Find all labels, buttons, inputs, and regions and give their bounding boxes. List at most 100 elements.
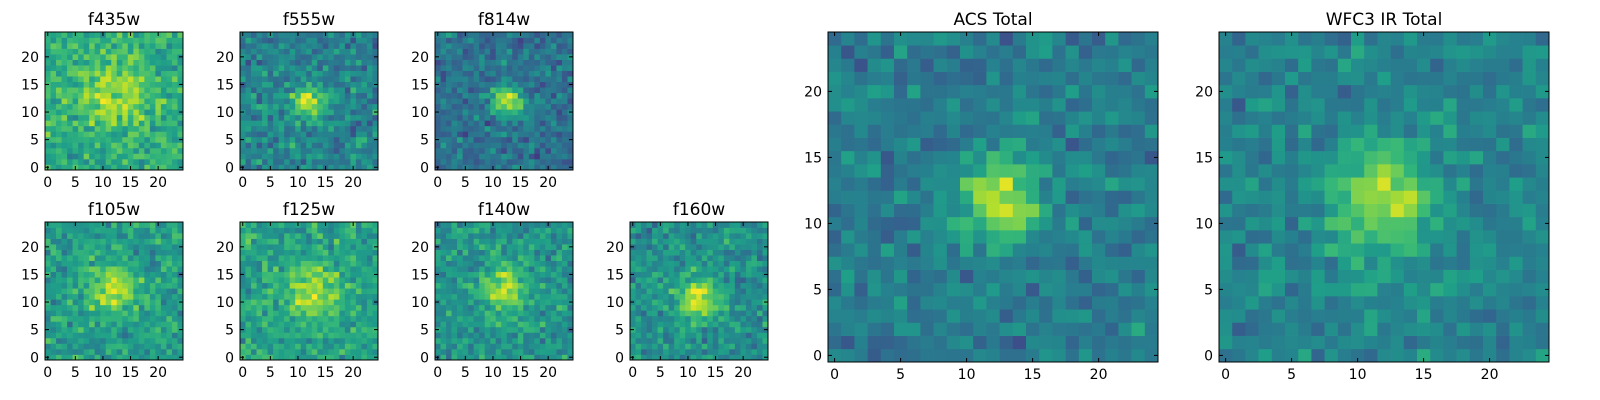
heatmap-cell bbox=[701, 304, 708, 311]
heatmap-cell bbox=[322, 48, 329, 55]
heatmap-cell bbox=[490, 255, 497, 261]
heatmap-cell bbox=[94, 337, 101, 344]
heatmap-cell bbox=[171, 343, 178, 350]
heatmap-cell bbox=[701, 348, 708, 355]
heatmap-cell bbox=[696, 249, 703, 256]
heatmap-cell bbox=[490, 142, 497, 149]
heatmap-cell bbox=[72, 282, 79, 289]
heatmap-cell bbox=[177, 255, 184, 261]
heatmap-cell bbox=[545, 238, 552, 245]
heatmap-cell bbox=[127, 158, 134, 165]
heatmap-cell bbox=[451, 70, 458, 77]
heatmap-cell bbox=[295, 109, 302, 116]
heatmap-cell bbox=[973, 164, 987, 178]
heatmap-cell bbox=[67, 37, 73, 44]
heatmap-cell bbox=[1012, 269, 1027, 284]
heatmap-cell bbox=[506, 348, 513, 355]
heatmap-cell bbox=[712, 299, 719, 306]
heatmap-cell bbox=[328, 87, 335, 94]
heatmap-cell bbox=[306, 142, 313, 149]
heatmap-cell bbox=[880, 296, 895, 310]
heatmap-cell bbox=[490, 65, 497, 71]
heatmap-cell bbox=[133, 98, 140, 105]
heatmap-cell bbox=[556, 98, 563, 105]
heatmap-cell bbox=[1039, 216, 1053, 231]
heatmap-cell bbox=[83, 260, 90, 267]
heatmap-cell bbox=[344, 326, 351, 333]
heatmap-cell bbox=[116, 326, 123, 333]
heatmap-cell bbox=[495, 282, 502, 289]
heatmap-cell bbox=[138, 249, 145, 256]
heatmap-cell bbox=[512, 59, 519, 66]
heatmap-cell bbox=[100, 103, 107, 110]
heatmap-cell bbox=[300, 114, 307, 121]
heatmap-cell bbox=[306, 271, 313, 278]
heatmap-cell bbox=[440, 142, 447, 149]
heatmap-cell bbox=[160, 158, 167, 165]
heatmap-cell bbox=[630, 288, 636, 295]
heatmap-cell bbox=[160, 136, 167, 143]
heatmap-cell bbox=[462, 76, 469, 83]
heatmap-cell bbox=[262, 348, 268, 355]
heatmap-cell bbox=[446, 76, 452, 83]
heatmap-cell bbox=[133, 348, 140, 355]
heatmap-cell bbox=[328, 32, 335, 38]
heatmap-cell bbox=[539, 238, 546, 245]
heatmap-cell bbox=[701, 310, 708, 317]
heatmap-cell bbox=[83, 142, 90, 149]
heatmap-cell bbox=[534, 59, 541, 66]
heatmap-cell bbox=[278, 337, 285, 344]
heatmap-cell bbox=[45, 48, 51, 55]
heatmap-cell bbox=[523, 103, 530, 110]
heatmap-cell bbox=[534, 109, 541, 116]
heatmap-cell bbox=[50, 260, 57, 267]
heatmap-cell bbox=[251, 92, 257, 99]
heatmap-cell bbox=[339, 120, 346, 127]
heatmap-cell bbox=[756, 255, 763, 261]
heatmap-cell bbox=[61, 48, 68, 55]
heatmap-cell bbox=[240, 87, 246, 94]
heatmap-cell bbox=[122, 255, 129, 261]
heatmap-cell bbox=[550, 153, 557, 160]
heatmap-cell bbox=[284, 249, 291, 256]
heatmap-cell bbox=[278, 222, 285, 228]
heatmap-cell bbox=[155, 59, 162, 66]
heatmap-cell bbox=[78, 98, 84, 105]
heatmap-cell bbox=[718, 260, 725, 267]
heatmap-cell bbox=[300, 87, 307, 94]
heatmap-cell bbox=[256, 37, 263, 44]
heatmap-cell bbox=[1092, 269, 1106, 284]
heatmap-cell bbox=[256, 293, 263, 300]
heatmap-cell bbox=[1105, 230, 1119, 244]
heatmap-cell bbox=[1026, 348, 1040, 363]
heatmap-cell bbox=[105, 266, 112, 273]
heatmap-cell bbox=[171, 233, 178, 239]
heatmap-cell bbox=[122, 37, 129, 44]
heatmap-cell bbox=[468, 282, 474, 289]
heatmap-cell bbox=[372, 43, 379, 49]
heatmap-cell bbox=[240, 249, 246, 256]
heatmap-cell bbox=[854, 203, 868, 218]
heatmap-cell bbox=[723, 233, 730, 239]
heatmap-cell bbox=[166, 76, 173, 83]
heatmap-cell bbox=[67, 76, 73, 83]
heatmap-cell bbox=[372, 98, 379, 105]
heatmap-cell bbox=[657, 348, 664, 355]
heatmap-cell bbox=[78, 32, 84, 38]
heatmap-cell bbox=[630, 348, 636, 355]
heatmap-cell bbox=[545, 48, 552, 55]
heatmap-cell bbox=[67, 98, 73, 105]
heatmap-cell bbox=[440, 266, 447, 273]
heatmap-cell bbox=[440, 158, 447, 165]
heatmap-cell bbox=[166, 343, 173, 350]
heatmap-cell bbox=[56, 326, 62, 333]
heatmap-cell bbox=[155, 277, 162, 284]
heatmap-cell bbox=[734, 255, 741, 261]
heatmap-cell bbox=[1105, 269, 1119, 284]
heatmap-cell bbox=[361, 32, 368, 38]
heatmap-cell bbox=[295, 326, 302, 333]
heatmap-cell bbox=[880, 269, 895, 284]
heatmap-cell bbox=[295, 321, 302, 328]
heatmap-cell bbox=[539, 54, 546, 60]
heatmap-cell bbox=[999, 348, 1014, 363]
